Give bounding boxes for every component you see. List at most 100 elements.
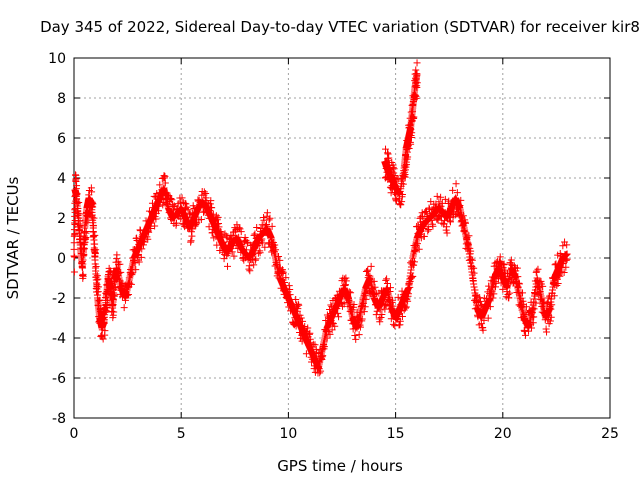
data-point [82,228,90,236]
data-point [383,275,391,283]
data-point [404,153,412,161]
data-point [92,262,100,270]
data-point [124,291,132,299]
data-point [449,186,457,194]
data-point [434,213,442,221]
data-point [409,272,417,280]
data-point [250,261,258,269]
data-point [116,260,124,268]
data-point [168,196,176,204]
data-point [433,192,441,200]
data-point [316,369,324,377]
data-point [547,313,555,321]
data-point [281,279,289,287]
y-tick-label: 0 [57,251,66,267]
y-tick-label: 2 [57,211,66,227]
data-point [386,284,394,292]
data-point [94,275,102,283]
data-point [405,144,413,152]
data-point [499,285,507,293]
data-point [384,150,392,158]
data-point [224,262,232,270]
data-point [490,290,498,298]
data-point [513,264,521,272]
data-point [275,253,283,261]
data-point [443,223,451,231]
data-point [228,248,236,256]
data-point [522,331,530,339]
data-point [299,317,307,325]
data-point [522,303,530,311]
data-point [391,172,399,180]
data-point [489,294,497,302]
data-point [406,283,414,291]
data-point [304,324,312,332]
y-axis-label: SDTVAR / TECUs [4,176,22,299]
data-point [389,296,397,304]
data-point [351,332,359,340]
x-tick-label: 5 [177,426,186,442]
data-point [306,329,314,337]
y-tick-label: 10 [48,51,66,67]
data-point [465,232,473,240]
data-point [182,200,190,208]
data-point [113,251,121,259]
data-point [408,129,416,137]
data-point [216,246,224,254]
data-point [202,194,210,202]
data-point [479,326,487,334]
data-point [156,181,164,189]
data-point [403,296,411,304]
data-point [132,266,140,274]
data-point [389,320,397,328]
data-point [370,277,378,285]
data-point [91,231,99,239]
data-point [500,260,508,268]
data-point [320,343,328,351]
y-tick-label: 8 [57,91,66,107]
data-point [468,256,476,264]
data-point [205,223,213,231]
data-point [399,180,407,188]
data-point [530,305,538,313]
data-point [241,234,249,242]
data-point [546,317,554,325]
data-point [530,313,538,321]
data-point [470,269,478,277]
data-point [94,283,102,291]
data-point [117,268,125,276]
x-axis-label: GPS time / hours [277,457,403,475]
data-point [534,265,542,273]
data-point [352,335,360,343]
data-point [319,352,327,360]
data-point [111,283,119,291]
data-point [371,283,379,291]
data-point [286,291,294,299]
data-point [151,222,159,230]
data-point [367,262,375,270]
data-point [412,66,420,74]
data-point [212,212,220,220]
data-point [208,204,216,212]
data-point [161,172,169,180]
data-point [562,263,570,271]
data-point [276,256,284,264]
data-point [184,206,192,214]
data-point [516,280,524,288]
data-point [532,299,540,307]
data-point [356,323,364,331]
data-point [382,145,390,153]
data-point [410,258,418,266]
data-point [75,210,83,218]
data-point [89,200,97,208]
data-point [421,209,429,217]
data-point [139,241,147,249]
data-point [252,255,260,263]
data-point [413,79,421,87]
data-point [72,175,80,183]
data-point [394,293,402,301]
data-point [79,272,87,280]
data-point [411,91,419,99]
data-point [350,301,358,309]
